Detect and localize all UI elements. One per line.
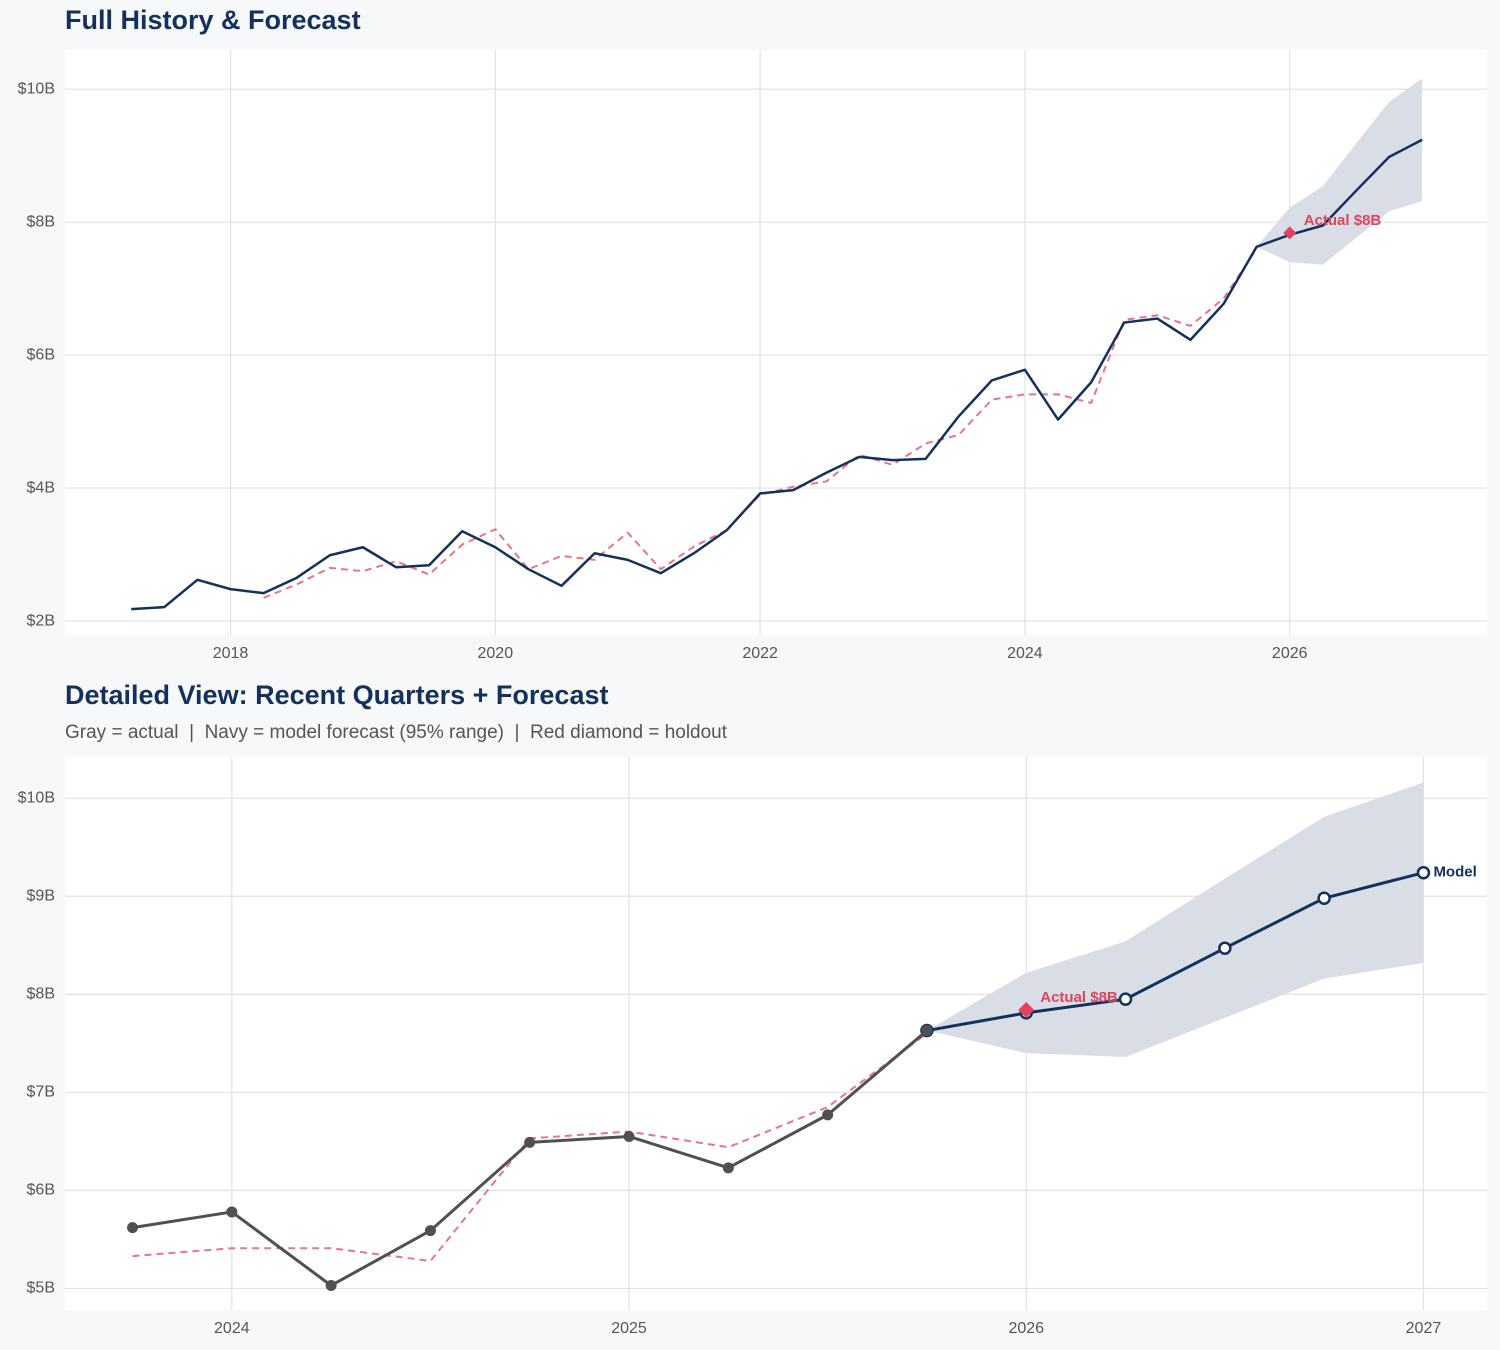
x-tick-label: 2027 bbox=[1406, 1320, 1442, 1337]
data-point bbox=[822, 1109, 834, 1121]
x-tick-label: 2026 bbox=[1008, 1320, 1044, 1337]
x-tick-label: 2024 bbox=[1007, 645, 1043, 662]
forecast-band bbox=[926, 782, 1424, 1058]
chart-subtitle: Gray = actual | Navy = model forecast (9… bbox=[65, 722, 728, 743]
data-point bbox=[1416, 865, 1431, 880]
y-tick-label: $7B bbox=[27, 1084, 55, 1101]
x-tick-label: 2022 bbox=[742, 645, 778, 662]
plot-area bbox=[65, 50, 1487, 635]
data-point bbox=[424, 1225, 436, 1237]
chart: Detailed View: Recent Quarters + Forecas… bbox=[18, 680, 1487, 1337]
holdout-marker bbox=[1018, 1001, 1035, 1018]
y-tick-label: $6B bbox=[27, 346, 55, 363]
chart: Full History & Forecast $2B $4B $6B $8B $10B 2… bbox=[18, 5, 1487, 662]
y-tick-label: $2B bbox=[27, 612, 55, 629]
data-point bbox=[524, 1136, 536, 1148]
x-tick-label: 2024 bbox=[214, 1320, 250, 1337]
end-label: Model bbox=[1433, 864, 1476, 881]
chart-title: Full History & Forecast bbox=[65, 5, 361, 35]
holdout-label: Actual $8B bbox=[1040, 989, 1118, 1006]
holdout-label: Actual $8B bbox=[1304, 212, 1382, 229]
forecast-band bbox=[1256, 78, 1423, 265]
y-tick-label: $10B bbox=[18, 789, 55, 806]
y-tick-label: $8B bbox=[27, 213, 55, 230]
data-point bbox=[325, 1279, 337, 1291]
y-tick-label: $6B bbox=[27, 1182, 55, 1199]
data-point bbox=[1218, 941, 1232, 955]
y-tick-label: $10B bbox=[18, 80, 55, 97]
data-point bbox=[722, 1162, 734, 1174]
y-tick-label: $9B bbox=[27, 887, 55, 904]
data-point bbox=[623, 1130, 635, 1142]
holdout-marker bbox=[1283, 226, 1297, 240]
plot-area bbox=[65, 757, 1487, 1310]
series-line bbox=[131, 138, 1423, 611]
y-tick-label: $8B bbox=[27, 985, 55, 1002]
y-tick-label: $4B bbox=[27, 479, 55, 496]
chart-title: Detailed View: Recent Quarters + Forecas… bbox=[65, 680, 608, 710]
series-line bbox=[926, 871, 1424, 1033]
data-point bbox=[127, 1222, 139, 1234]
data-point bbox=[1317, 891, 1331, 905]
x-tick-label: 2025 bbox=[611, 1320, 647, 1337]
y-tick-label: $5B bbox=[27, 1280, 55, 1297]
x-tick-label: 2018 bbox=[213, 645, 249, 662]
series-line bbox=[263, 248, 1258, 599]
data-point bbox=[226, 1206, 238, 1218]
x-tick-label: 2026 bbox=[1272, 645, 1308, 662]
x-tick-label: 2020 bbox=[478, 645, 514, 662]
data-point bbox=[1118, 992, 1133, 1006]
data-point bbox=[921, 1025, 933, 1037]
